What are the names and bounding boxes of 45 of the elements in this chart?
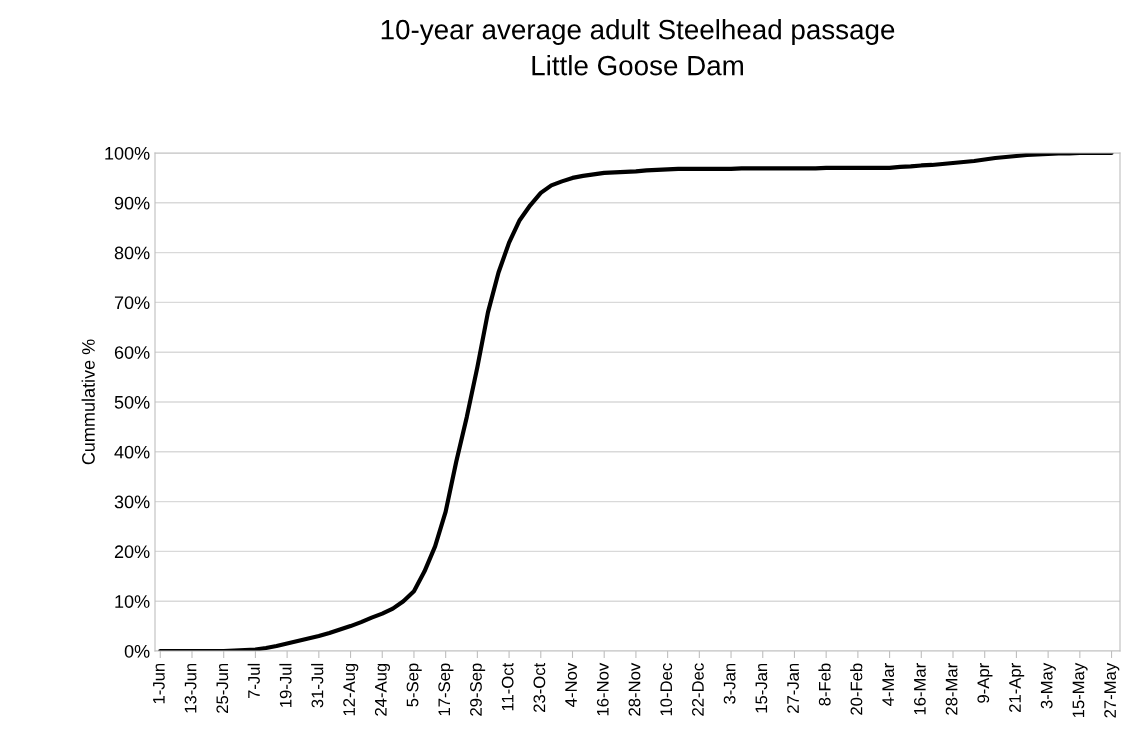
x-tick-label: 16-Nov <box>596 662 609 716</box>
x-tick-label: 27-May <box>1104 662 1120 718</box>
x-tick-label: 13-Jun <box>184 663 197 713</box>
y-tick-label: 10% <box>115 595 150 608</box>
x-tick-label: 21-Apr <box>1009 663 1025 712</box>
x-tick-label: 15-Jan <box>755 663 768 713</box>
x-tick-label: 20-Feb <box>850 663 863 715</box>
y-tick-label: 100% <box>105 146 150 160</box>
x-tick-label: 29-Sep <box>470 663 486 716</box>
y-tick-label: 70% <box>114 296 150 310</box>
x-tick-label: 3-Jan <box>723 663 736 704</box>
y-tick-label: 0% <box>124 644 150 658</box>
x-tick-label: 1-Jun <box>153 663 165 704</box>
y-tick-label: 90% <box>114 196 150 210</box>
x-tick-label: 3-May <box>1040 662 1056 709</box>
x-tick-label: 16-Mar <box>913 663 926 715</box>
line-series <box>158 153 1114 651</box>
x-tick-label: 8-Feb <box>818 663 831 706</box>
chart-title: 10-year average adult Steelhead passage Little Goose Dam <box>381 19 895 76</box>
y-tick-label: 20% <box>114 545 150 559</box>
x-tick-label: 12-Aug <box>343 663 359 716</box>
x-tick-label: 25-Jun <box>216 663 229 713</box>
x-tick-label: 4-Nov <box>565 662 577 707</box>
x-tick-label: 4-Mar <box>882 663 895 706</box>
x-tick-label: 28-Mar <box>945 663 958 715</box>
y-tick-label: 40% <box>114 445 150 459</box>
x-tick-label: 7-Jul <box>247 663 260 699</box>
x-tick-label: 24-Aug <box>374 663 391 716</box>
y-tick-label: 50% <box>114 395 150 409</box>
x-tick-label: 5-Sep <box>406 663 422 707</box>
x-tick-label: 11-Oct <box>501 662 514 711</box>
x-tick-label: 19-Jul <box>279 663 292 707</box>
y-axis-title: Cummulative % <box>81 339 95 465</box>
x-tick-label: 22-Dec <box>692 663 704 716</box>
x-tick-label: 10-Dec <box>660 663 673 716</box>
x-tick-label: 17-Sep <box>438 663 454 716</box>
y-tick-label: 30% <box>114 495 150 509</box>
x-tick-label: 31-Jul <box>311 663 324 708</box>
x-tick-label: 9-Apr <box>977 663 993 703</box>
x-tick-label: 28-Nov <box>628 662 641 716</box>
x-tick-label: 15-May <box>1072 662 1088 718</box>
y-tick-label: 80% <box>114 246 150 260</box>
x-tick-label: 27-Jan <box>787 663 799 713</box>
x-tick-label: 23-Oct <box>533 662 546 712</box>
y-tick-label: 60% <box>114 346 150 359</box>
